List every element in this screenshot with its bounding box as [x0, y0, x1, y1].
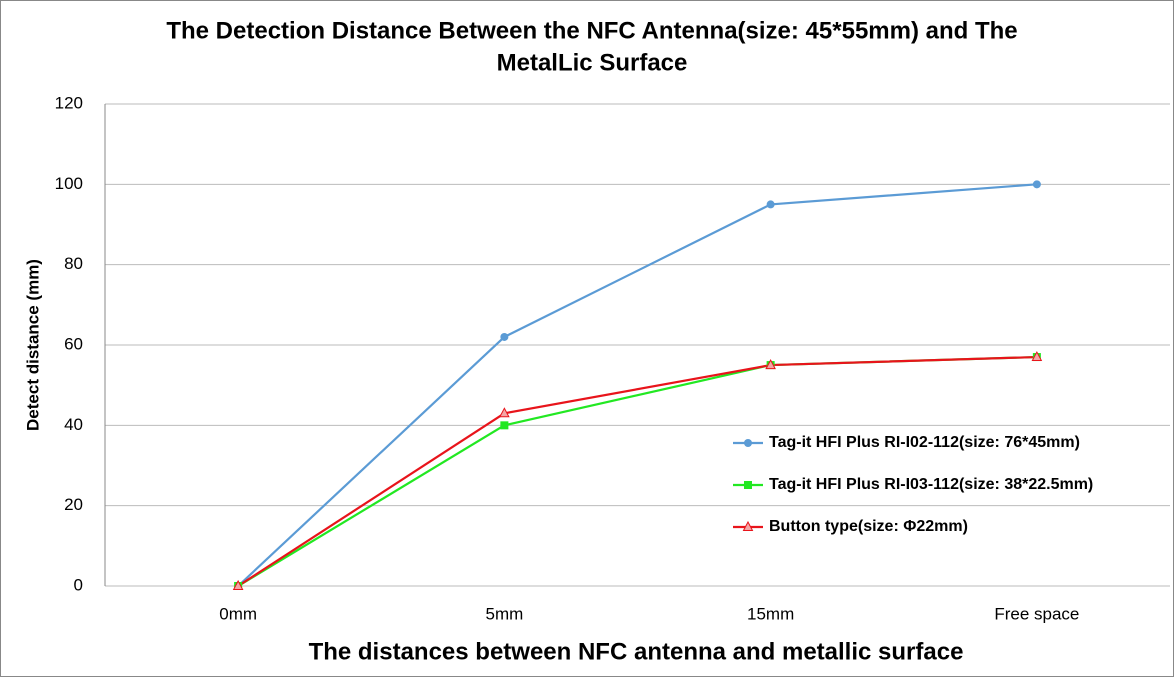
y-tick-label: 20	[64, 495, 83, 514]
x-tick-label: Free space	[994, 604, 1079, 623]
y-tick-label: 80	[64, 254, 83, 273]
series-line	[237, 183, 1037, 587]
legend-marker	[744, 439, 752, 447]
y-tick-label: 120	[55, 93, 83, 112]
y-tick-label: 60	[64, 334, 83, 353]
data-point	[500, 332, 509, 341]
y-tick-label: 0	[74, 575, 83, 594]
data-point	[500, 421, 509, 430]
legend-label: Tag-it HFI Plus RI-I03-112(size: 38*22.5…	[769, 476, 1093, 493]
legend-marker	[744, 481, 752, 489]
data-point	[232, 579, 244, 590]
y-tick-label: 40	[64, 415, 83, 434]
legend-label: Button type(size: Φ22mm)	[769, 518, 968, 535]
chart-title: MetalLic Surface	[497, 49, 688, 76]
data-point	[766, 200, 775, 209]
data-point	[1032, 180, 1041, 189]
x-tick-label: 15mm	[747, 604, 794, 623]
chart-title: The Detection Distance Between the NFC A…	[166, 17, 1017, 44]
x-tick-label: 0mm	[219, 604, 257, 623]
x-tick-label: 5mm	[485, 604, 523, 623]
data-point	[1031, 350, 1043, 362]
data-point	[765, 359, 776, 370]
data-point	[499, 407, 510, 418]
y-axis-label: Detect distance (mm)	[23, 259, 42, 431]
x-axis-label: The distances between NFC antenna and me…	[309, 638, 964, 665]
legend-marker	[742, 520, 754, 531]
y-tick-label: 100	[55, 174, 83, 193]
series-line	[237, 355, 1037, 587]
legend-label: Tag-it HFI Plus RI-I02-112(size: 76*45mm…	[769, 434, 1080, 451]
